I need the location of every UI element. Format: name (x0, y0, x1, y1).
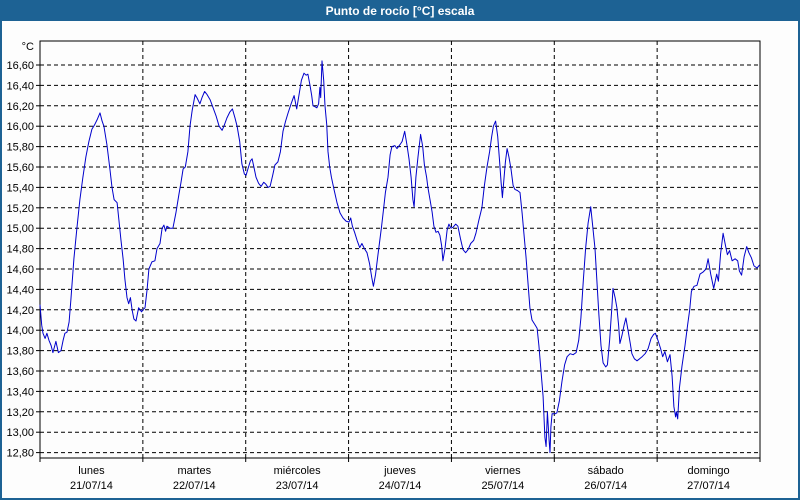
day-date-label: 21/07/14 (70, 480, 113, 492)
y-tick-label: 16,40 (6, 80, 34, 92)
day-date-label: 23/07/14 (276, 480, 319, 492)
y-tick-label: 16,60 (6, 60, 34, 72)
plot-frame (39, 40, 761, 459)
day-date-label: 24/07/14 (379, 480, 422, 492)
y-tick-label: 13,40 (6, 386, 34, 398)
y-tick-label: 14,60 (6, 264, 34, 276)
y-tick-label: 13,00 (6, 427, 34, 439)
y-tick-label: 15,60 (6, 162, 34, 174)
day-date-label: 26/07/14 (584, 480, 627, 492)
x-axis-labels: lunes 21/07/14 martes 22/07/14 miércoles 23/0… (70, 465, 730, 492)
y-tick-label: 15,40 (6, 182, 34, 194)
y-tick-label: 16,00 (6, 121, 34, 133)
title-bar: Punto de rocío [°C] escala (0, 0, 800, 21)
horizontal-gridlines (36, 64, 760, 454)
day-name-label: martes (177, 465, 211, 477)
day-name-label: jueves (383, 465, 416, 477)
day-name-label: miércoles (274, 465, 322, 477)
day-date-label: 25/07/14 (481, 480, 524, 492)
dewpoint-series-line (39, 60, 760, 454)
y-tick-label: 13,20 (6, 407, 34, 419)
y-tick-label: 14,40 (6, 284, 34, 296)
y-tick-label: 14,00 (6, 325, 34, 337)
day-name-label: domingo (687, 465, 729, 477)
y-tick-label: 16,20 (6, 101, 34, 113)
y-axis-unit-label: °C (22, 41, 34, 53)
y-tick-label: 15,00 (6, 223, 34, 235)
y-tick-label: 15,80 (6, 142, 34, 154)
day-name-label: lunes (78, 465, 105, 477)
chart-title: Punto de rocío [°C] escala (325, 3, 475, 18)
y-tick-label: 13,80 (6, 346, 34, 358)
y-axis-labels: 16,60 16,40 16,20 16,00 15,80 15,60 15,40 15,20… (6, 60, 34, 460)
day-name-label: viernes (485, 465, 521, 477)
y-tick-label: 13,60 (6, 366, 34, 378)
y-tick-label: 14,20 (6, 305, 34, 317)
y-tick-label: 14,80 (6, 244, 34, 256)
day-date-label: 27/07/14 (687, 480, 730, 492)
vertical-gridlines (39, 41, 761, 462)
y-tick-label: 12,80 (6, 448, 34, 460)
day-name-label: sábado (588, 465, 624, 477)
day-date-label: 22/07/14 (173, 480, 216, 492)
y-tick-label: 15,20 (6, 203, 34, 215)
